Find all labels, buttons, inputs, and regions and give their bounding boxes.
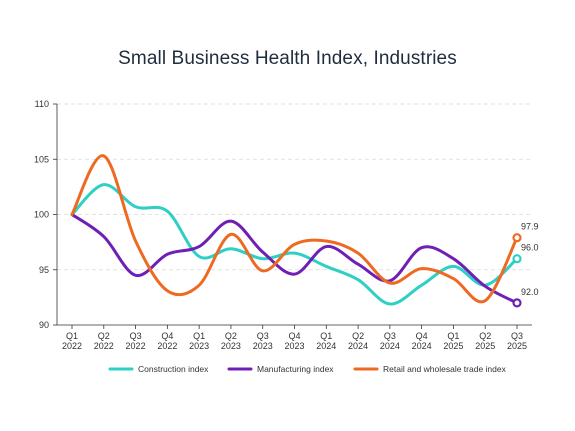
x-tick-label-year: 2022	[94, 341, 114, 351]
x-tick-label-quarter: Q3	[511, 331, 523, 341]
end-label-retail-and-wholesale-trade-index: 97.9	[521, 222, 539, 232]
x-tick-label-quarter: Q2	[225, 331, 237, 341]
x-tick-label-year: 2025	[443, 341, 463, 351]
x-tick-label-quarter: Q1	[66, 331, 78, 341]
series-line-retail-and-wholesale-trade-index	[70, 154, 519, 304]
legend-label-manufacturing-index: Manufacturing index	[257, 364, 334, 374]
series-line-construction-index	[70, 183, 519, 306]
x-tick-label-quarter: Q2	[352, 331, 364, 341]
x-tick-label-year: 2024	[316, 341, 336, 351]
x-tick-label-year: 2024	[348, 341, 368, 351]
x-tick-label-quarter: Q4	[161, 331, 173, 341]
x-tick-label-year: 2022	[62, 341, 82, 351]
y-tick-label: 95	[39, 265, 49, 275]
end-point-retail-and-wholesale-trade-index	[512, 233, 522, 243]
x-tick-label-year: 2022	[157, 341, 177, 351]
legend-label-construction-index: Construction index	[138, 364, 209, 374]
end-label-manufacturing-index: 92.0	[521, 287, 539, 297]
x-tick-label-year: 2025	[475, 341, 495, 351]
x-tick-label-quarter: Q4	[416, 331, 428, 341]
end-point-manufacturing-index	[512, 298, 522, 308]
x-tick-label-quarter: Q4	[288, 331, 300, 341]
end-label-construction-index: 96.0	[521, 243, 539, 253]
y-tick-label: 105	[34, 154, 49, 164]
x-tick-label-year: 2024	[412, 341, 432, 351]
x-tick-label-quarter: Q1	[320, 331, 332, 341]
x-tick-label-year: 2023	[221, 341, 241, 351]
x-tick-label-quarter: Q3	[384, 331, 396, 341]
x-tick-label-year: 2023	[253, 341, 273, 351]
x-tick-label-quarter: Q1	[447, 331, 459, 341]
x-tick-label-year: 2025	[507, 341, 527, 351]
chart-title: Small Business Health Index, Industries	[118, 48, 457, 69]
x-tick-label-quarter: Q2	[98, 331, 110, 341]
x-tick-label-year: 2022	[126, 341, 146, 351]
y-tick-label: 110	[35, 99, 49, 109]
x-tick-label-quarter: Q3	[257, 331, 269, 341]
x-tick-label-quarter: Q3	[130, 331, 142, 341]
x-tick-label-year: 2023	[189, 341, 209, 351]
x-tick-label-year: 2023	[284, 341, 304, 351]
end-point-construction-index	[512, 254, 522, 264]
x-tick-label-quarter: Q2	[479, 331, 491, 341]
y-tick-label: 90	[39, 320, 49, 330]
y-tick-label: 100	[34, 210, 49, 220]
x-tick-label-quarter: Q1	[193, 331, 205, 341]
legend-label-retail-and-wholesale-trade-index: Retail and wholesale trade index	[383, 364, 507, 374]
series-line-manufacturing-index	[70, 213, 519, 305]
x-tick-label-year: 2024	[380, 341, 400, 351]
